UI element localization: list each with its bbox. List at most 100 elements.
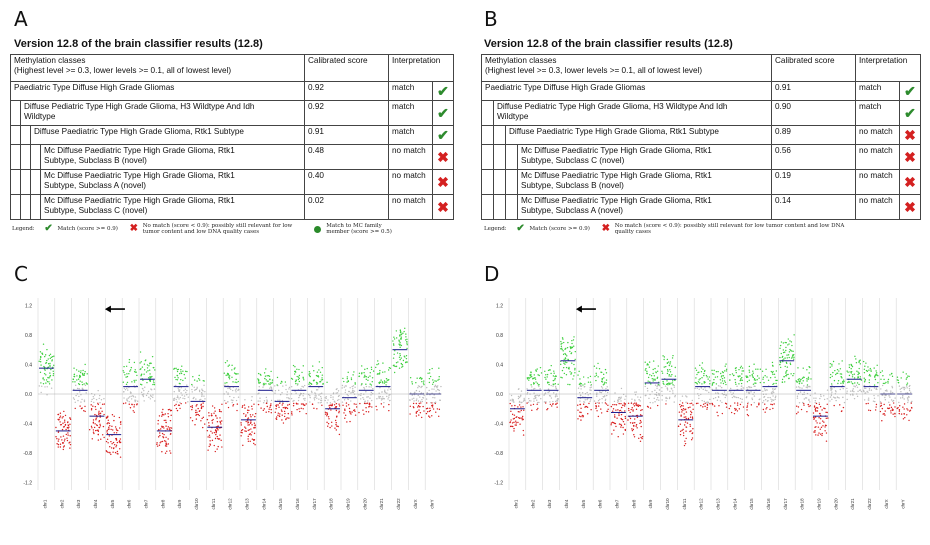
cnv-point: [383, 382, 386, 384]
cnv-point: [421, 377, 423, 380]
cnv-point: [750, 391, 752, 393]
cnv-point: [409, 405, 411, 407]
cnv-point: [253, 439, 255, 442]
cnv-point: [296, 384, 299, 386]
cnv-point: [838, 370, 840, 372]
cnv-point: [596, 401, 598, 404]
cnv-point: [624, 415, 626, 418]
cnv-point: [668, 361, 670, 363]
cnv-point: [763, 395, 766, 398]
cnv-point: [655, 391, 658, 394]
cnv-point: [703, 372, 705, 375]
cnv-point: [908, 385, 911, 388]
cnv-point: [730, 391, 732, 393]
cnv-point: [350, 378, 353, 381]
cnv-point: [46, 359, 48, 362]
cnv-point: [829, 376, 832, 379]
cnv-point: [774, 398, 776, 401]
cnv-point: [400, 331, 402, 333]
cnv-point: [771, 403, 774, 406]
cnv-point: [856, 386, 859, 389]
cnv-point: [560, 363, 562, 366]
cnv-point: [247, 429, 249, 432]
cnv-point: [863, 368, 866, 370]
cnv-point: [656, 399, 658, 401]
cnv-point: [614, 422, 617, 425]
cnv-point: [321, 378, 324, 381]
cnv-point: [752, 376, 754, 379]
cnv-point: [785, 371, 787, 373]
cnv-point: [513, 430, 515, 432]
check-icon: ✔: [437, 126, 449, 143]
cnv-point: [723, 391, 726, 393]
cnv-point: [123, 365, 125, 368]
score-cell: 0.02: [304, 194, 389, 220]
cnv-point: [512, 401, 515, 403]
cnv-point: [231, 401, 233, 404]
cnv-point: [652, 372, 654, 375]
cnv-point: [587, 394, 589, 396]
cnv-point: [427, 372, 429, 375]
cnv-point: [579, 400, 581, 402]
cnv-point: [237, 373, 239, 375]
cnv-point: [645, 394, 647, 397]
cnv-point: [227, 406, 230, 409]
cnv-point: [304, 397, 306, 400]
cnv-point: [144, 386, 146, 388]
cnv-point: [59, 416, 61, 419]
cnv-point: [528, 397, 530, 400]
cnv-point: [859, 389, 862, 391]
cnv-point: [108, 428, 110, 430]
cnv-point: [298, 408, 300, 410]
cnv-point: [398, 367, 401, 369]
cnv-point: [270, 403, 272, 405]
y-tick-label: -0.8: [23, 451, 32, 457]
cnv-point: [868, 399, 870, 401]
cnv-point: [194, 411, 197, 414]
cross-icon: ✖: [437, 148, 449, 165]
cnv-point: [756, 406, 758, 408]
cnv-point: [600, 408, 602, 410]
cnv-point: [165, 419, 167, 422]
cnv-point: [790, 349, 792, 352]
cnv-point: [333, 404, 336, 406]
cnv-point: [418, 406, 421, 408]
cnv-point: [891, 375, 894, 378]
cnv-point: [668, 382, 671, 385]
cnv-point: [60, 436, 62, 438]
cnv-point: [672, 384, 674, 386]
cnv-point: [227, 392, 229, 394]
cnv-point: [571, 362, 573, 364]
interp-cell: no match: [855, 169, 900, 195]
cnv-point: [640, 409, 642, 412]
chromosome-label: chr12: [228, 498, 233, 510]
cnv-point: [689, 402, 691, 405]
cnv-point: [754, 385, 756, 388]
cnv-point: [365, 378, 368, 381]
cnv-point: [280, 382, 282, 385]
cnv-point: [259, 381, 261, 384]
cnv-point: [860, 390, 863, 393]
cnv-point: [658, 394, 661, 396]
cnv-point: [863, 381, 866, 383]
cnv-point: [803, 393, 805, 395]
cnv-point: [619, 409, 622, 412]
cnv-point: [796, 395, 799, 397]
header-classes: Methylation classes: [485, 56, 557, 65]
cnv-point: [679, 403, 681, 406]
cnv-point: [578, 391, 581, 394]
cnv-point: [286, 397, 288, 399]
cnv-point: [725, 363, 727, 365]
cnv-point: [766, 376, 768, 378]
cnv-point: [799, 391, 802, 393]
score-cell: 0.19: [771, 169, 856, 195]
cnv-point: [395, 330, 398, 332]
y-tick-label: -0.4: [494, 422, 503, 428]
cnv-point: [547, 369, 550, 372]
cnv-point: [874, 376, 876, 378]
cnv-point: [115, 432, 118, 434]
cnv-point: [823, 407, 825, 409]
cnv-point: [437, 379, 439, 381]
cnv-point: [270, 404, 272, 407]
cnv-point: [636, 416, 639, 419]
